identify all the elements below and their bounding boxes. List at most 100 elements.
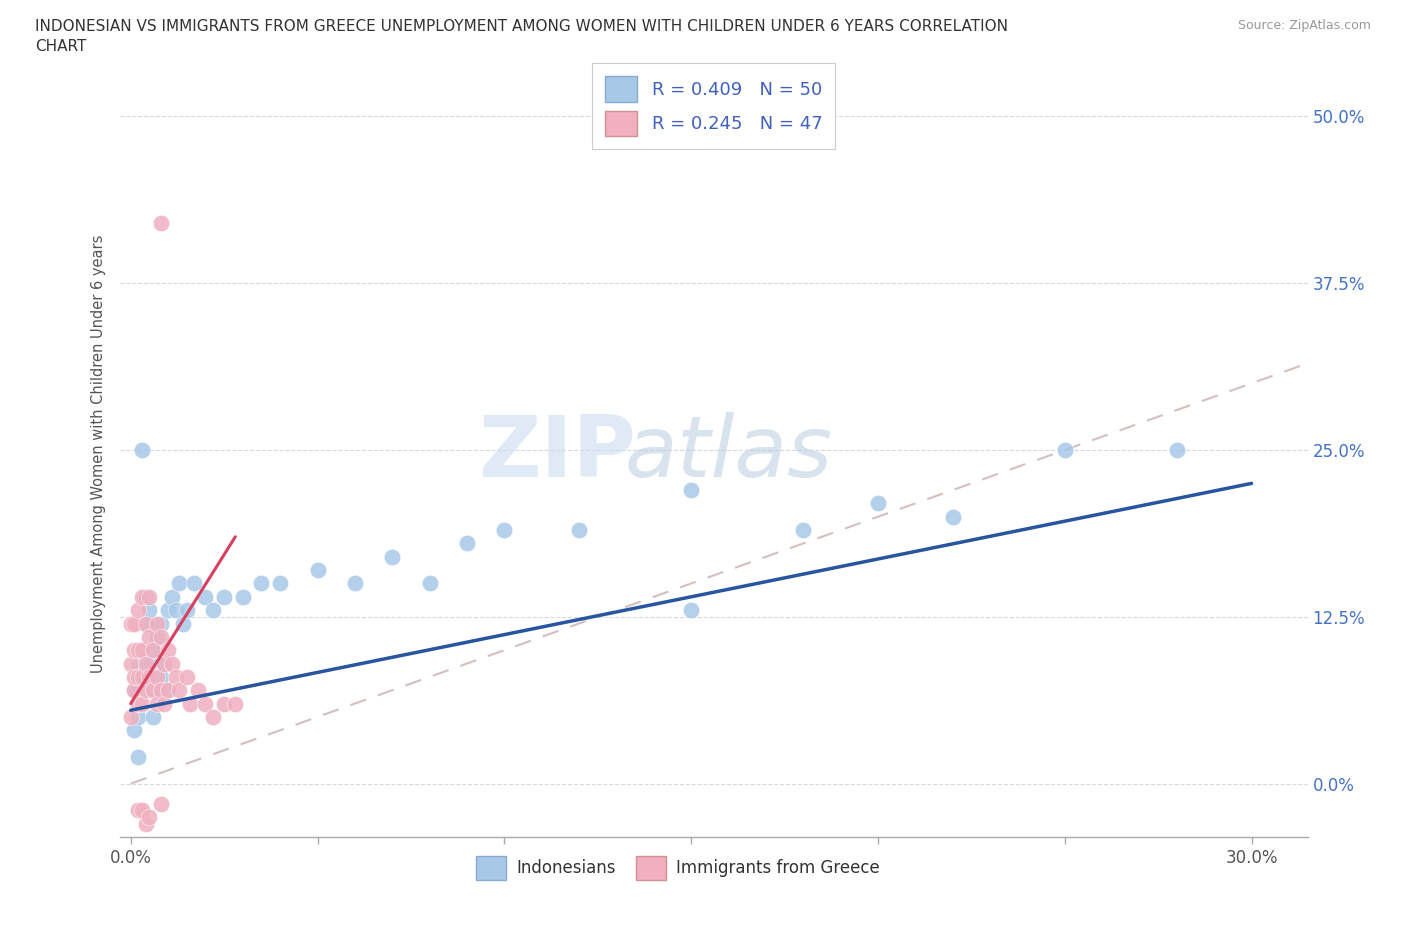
Text: ZIP: ZIP (478, 412, 637, 495)
Point (157, 603, 180, 618)
Point (131, 643, 153, 658)
Point (120, 616, 142, 631)
Point (146, 630, 169, 644)
Point (135, 616, 157, 631)
Point (138, 590, 160, 604)
Point (183, 576, 205, 591)
Point (157, 643, 180, 658)
Point (153, 656, 176, 671)
Point (142, 643, 165, 658)
Point (135, 656, 157, 671)
Point (169, 576, 191, 591)
Point (127, 656, 149, 671)
Point (307, 563, 329, 578)
Point (127, 750, 149, 764)
Point (160, 656, 183, 671)
Point (127, 670, 149, 684)
Point (124, 643, 146, 658)
Point (135, 817, 157, 831)
Point (135, 670, 157, 684)
Point (135, 616, 157, 631)
Point (250, 576, 273, 591)
Point (179, 697, 201, 711)
Point (142, 710, 165, 724)
Point (172, 616, 194, 631)
Point (494, 523, 516, 538)
Point (194, 590, 217, 604)
Point (343, 576, 366, 591)
Point (153, 656, 176, 671)
Point (149, 683, 172, 698)
Point (146, 683, 169, 698)
Point (165, 603, 187, 618)
Point (176, 670, 198, 684)
Point (127, 697, 149, 711)
Point (212, 590, 235, 604)
Point (149, 616, 172, 631)
Point (124, 683, 146, 698)
Point (138, 656, 160, 671)
Point (146, 670, 169, 684)
Point (866, 496, 889, 511)
Text: Source: ZipAtlas.com: Source: ZipAtlas.com (1237, 19, 1371, 32)
Point (135, 683, 157, 698)
Point (131, 670, 153, 684)
Point (201, 710, 224, 724)
Point (149, 216, 172, 231)
Point (138, 670, 160, 684)
Point (1166, 443, 1188, 458)
Point (792, 523, 814, 538)
Point (269, 576, 291, 591)
Y-axis label: Unemployment Among Women with Children Under 6 years: Unemployment Among Women with Children U… (91, 234, 107, 672)
Point (149, 670, 172, 684)
Point (176, 603, 198, 618)
Point (131, 590, 153, 604)
Point (138, 630, 160, 644)
Text: INDONESIAN VS IMMIGRANTS FROM GREECE UNEMPLOYMENT AMONG WOMEN WITH CHILDREN UNDE: INDONESIAN VS IMMIGRANTS FROM GREECE UNE… (35, 19, 1008, 33)
Point (138, 809, 160, 824)
Point (456, 536, 478, 551)
Point (138, 603, 160, 618)
Legend: Indonesians, Immigrants from Greece: Indonesians, Immigrants from Greece (470, 849, 886, 886)
Point (142, 683, 165, 698)
Point (212, 697, 235, 711)
Point (232, 590, 254, 604)
Point (127, 643, 149, 658)
Point (146, 697, 169, 711)
Point (157, 683, 180, 698)
Point (124, 670, 146, 684)
Point (124, 616, 146, 631)
Point (142, 643, 165, 658)
Point (165, 670, 187, 684)
Text: atlas: atlas (624, 412, 832, 495)
Point (160, 590, 183, 604)
Point (224, 697, 246, 711)
Point (124, 723, 146, 737)
Point (149, 630, 172, 644)
Point (127, 803, 149, 817)
Point (194, 697, 217, 711)
Point (131, 803, 153, 817)
Point (381, 550, 404, 565)
Point (135, 590, 157, 604)
Point (138, 683, 160, 698)
Point (146, 616, 169, 631)
Point (568, 523, 591, 538)
Point (131, 643, 153, 658)
Point (127, 710, 149, 724)
Point (1053, 443, 1076, 458)
Point (201, 603, 224, 618)
Point (153, 697, 176, 711)
Point (169, 683, 191, 698)
Point (124, 683, 146, 698)
Point (120, 656, 142, 671)
Point (127, 603, 149, 618)
Point (131, 670, 153, 684)
Point (942, 510, 965, 525)
Point (131, 443, 153, 458)
Point (681, 603, 703, 618)
Point (681, 483, 703, 498)
Point (187, 683, 209, 698)
Point (131, 697, 153, 711)
Point (157, 683, 180, 698)
